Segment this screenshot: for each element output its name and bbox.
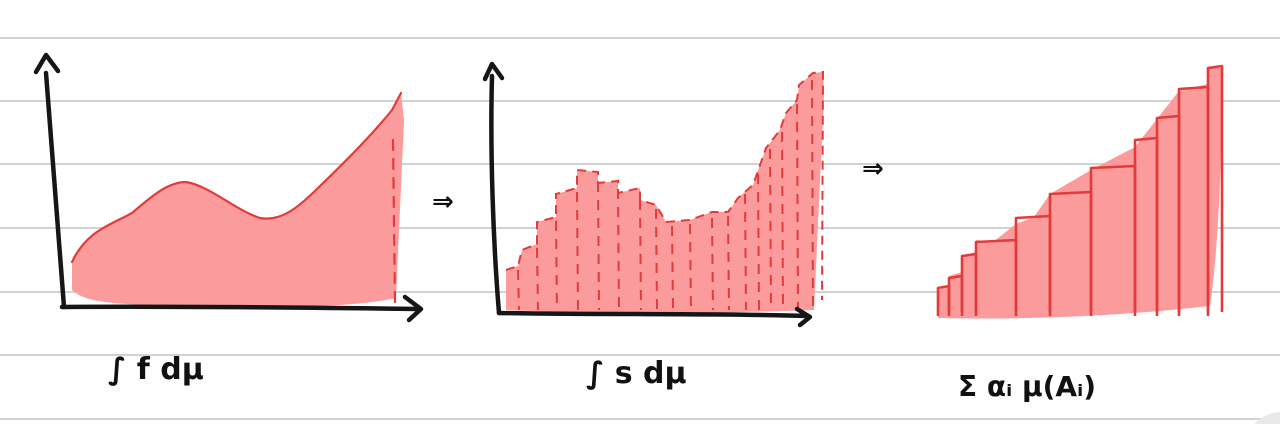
area-under-f: [72, 93, 404, 308]
partition-dash: [711, 217, 714, 311]
partition-dash: [689, 223, 692, 311]
partition-dash: [727, 215, 730, 311]
panel-1-label: ∫ f dμ: [108, 352, 204, 387]
partition-dash: [517, 269, 520, 311]
dashed-right-edge: [391, 138, 397, 304]
x-axis: [59, 304, 421, 312]
partition-dash: [811, 79, 814, 311]
sum-bar: [1206, 64, 1224, 316]
partition-dash: [769, 148, 772, 311]
partition-dash: [796, 103, 799, 311]
sorted-bars: [936, 64, 1224, 316]
y-axis-2-arrowhead: [482, 61, 505, 82]
curve-f: [70, 91, 403, 264]
partition-dash: [617, 188, 620, 311]
panel-sum: Σ αᵢ μ(Aᵢ): [936, 64, 1224, 403]
partition-dashes: [505, 70, 825, 311]
step-outline: [505, 70, 825, 301]
partition-dash: [555, 220, 558, 311]
panel-2-label: ∫ s dμ: [586, 356, 687, 391]
panel-3-label: Σ αᵢ μ(Aᵢ): [958, 370, 1096, 403]
x-axis-2-arrowhead: [794, 306, 813, 328]
partition-dash: [671, 225, 674, 311]
page-curl: [1254, 412, 1280, 424]
implies-arrow-1: ⇒: [432, 187, 454, 217]
partition-dash: [781, 131, 784, 311]
y-axis: [43, 70, 67, 310]
partition-dash: [744, 193, 747, 311]
partition-dash: [597, 181, 600, 311]
implies-arrow-2: ⇒: [862, 154, 884, 184]
partition-dash: [639, 199, 642, 311]
panel-integral-f: ∫ f dμ: [33, 52, 424, 387]
y-axis-arrowhead: [33, 52, 61, 75]
panel-integral-s: ∫ s dμ: [482, 61, 825, 391]
partition-dash: [757, 173, 760, 311]
x-axis-arrowhead: [402, 294, 424, 323]
step-area: [506, 72, 824, 313]
x-axis-2: [496, 310, 811, 319]
partition-dash: [576, 191, 579, 311]
y-axis-2: [489, 73, 502, 316]
